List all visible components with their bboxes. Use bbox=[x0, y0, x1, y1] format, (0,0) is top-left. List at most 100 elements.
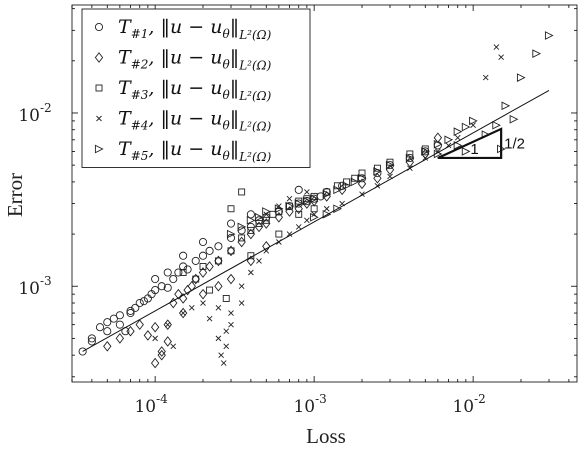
series-3-point bbox=[343, 178, 351, 186]
series-4-point bbox=[498, 54, 504, 60]
series-2-point bbox=[262, 218, 271, 229]
series-4-point bbox=[228, 321, 234, 328]
series-5-point bbox=[453, 127, 463, 136]
annotations: 1 1/2 bbox=[82, 89, 550, 352]
series-5-point bbox=[226, 229, 236, 239]
series-4-point bbox=[215, 335, 222, 342]
series-5-point bbox=[274, 204, 284, 214]
series-5-point bbox=[461, 147, 471, 156]
series-2-point bbox=[126, 325, 135, 337]
series-3-point bbox=[214, 257, 222, 265]
series-2-point bbox=[163, 319, 172, 330]
series-4-point bbox=[323, 205, 330, 212]
series-3-point bbox=[238, 234, 246, 242]
series-2-point bbox=[262, 240, 271, 252]
series-2-point bbox=[254, 221, 264, 233]
series-5-point bbox=[302, 196, 312, 206]
series-2-point bbox=[198, 288, 208, 300]
series-5-point bbox=[509, 114, 519, 124]
series-2-point bbox=[191, 273, 200, 285]
series-2-point bbox=[103, 340, 112, 352]
series-3-point bbox=[310, 192, 318, 200]
series-5-point bbox=[246, 216, 256, 225]
series-1-point bbox=[109, 314, 118, 323]
series-1-point bbox=[95, 323, 105, 332]
series-2-point bbox=[178, 307, 188, 319]
series-5-point bbox=[262, 207, 271, 216]
series-1-point bbox=[214, 242, 223, 251]
series-3-point bbox=[295, 210, 303, 218]
series-5-point bbox=[285, 201, 295, 211]
series-4-point bbox=[218, 352, 224, 358]
legend-marker-1 bbox=[94, 22, 104, 32]
series-1-point bbox=[246, 222, 255, 231]
series-2-point bbox=[157, 349, 166, 361]
legend-marker-5 bbox=[94, 144, 104, 154]
series-1-point bbox=[338, 181, 347, 190]
series-5-point bbox=[357, 173, 367, 183]
series-3-point bbox=[262, 216, 270, 224]
series-3-point bbox=[227, 205, 235, 213]
series-4-point bbox=[248, 269, 254, 276]
series-4-point bbox=[482, 74, 489, 81]
series-2-point bbox=[226, 273, 236, 285]
series-3-point bbox=[323, 188, 331, 196]
series-1-point bbox=[151, 275, 160, 284]
series-3-point bbox=[255, 220, 263, 228]
series-1-point bbox=[103, 327, 112, 336]
series-4-point bbox=[304, 189, 310, 195]
series-2-point bbox=[214, 255, 223, 267]
y-axis-label: Error bbox=[3, 173, 27, 217]
series-5-point bbox=[333, 185, 342, 195]
slope-rise-label: 1/2 bbox=[504, 135, 525, 152]
x-tick-label: 10-4 bbox=[134, 392, 168, 417]
series-5-point bbox=[294, 199, 304, 208]
series-5-point bbox=[544, 31, 554, 40]
series-4-point bbox=[493, 44, 500, 50]
x-tick-label: 10-3 bbox=[293, 392, 326, 417]
series-4-point bbox=[223, 328, 230, 335]
series-3-point bbox=[333, 182, 341, 190]
series-3-point bbox=[406, 150, 414, 158]
series-2-point bbox=[163, 336, 172, 347]
series-5-point bbox=[433, 139, 443, 149]
series-1-point bbox=[246, 210, 255, 219]
series-4-point bbox=[188, 305, 195, 311]
series-2-point bbox=[237, 236, 246, 248]
series-1-point bbox=[285, 202, 294, 211]
series-2-point bbox=[205, 261, 214, 272]
series-4-point bbox=[454, 134, 461, 141]
series-2-point bbox=[337, 184, 347, 196]
series-5-point bbox=[350, 177, 360, 187]
series-3-point bbox=[179, 269, 187, 276]
series-4-point bbox=[180, 310, 186, 316]
series-4-point bbox=[304, 217, 310, 224]
series-3-point bbox=[275, 208, 283, 215]
series-3-point bbox=[247, 226, 255, 234]
series-5-point bbox=[385, 160, 395, 170]
series-4-point bbox=[152, 335, 158, 342]
series-2-point bbox=[357, 178, 367, 190]
legend-marker-4 bbox=[96, 115, 102, 122]
series-2-point bbox=[214, 280, 223, 292]
series-3-point bbox=[192, 275, 200, 283]
series-5-point bbox=[254, 212, 264, 222]
series-1-point bbox=[226, 219, 236, 228]
series-2-point bbox=[174, 288, 183, 300]
series-5-point bbox=[532, 49, 542, 58]
series-1-point bbox=[157, 282, 166, 291]
series-1-point bbox=[294, 185, 303, 194]
series-5-point bbox=[516, 73, 526, 82]
series-5-point bbox=[469, 116, 478, 126]
series-3-point bbox=[199, 263, 207, 270]
series-4-point bbox=[286, 195, 293, 202]
series-4-point bbox=[223, 343, 230, 350]
slope-triangle bbox=[437, 127, 503, 160]
series-4-point bbox=[220, 360, 227, 366]
series-4-point bbox=[206, 315, 213, 322]
series-2-point bbox=[246, 228, 256, 240]
series-4-point bbox=[228, 310, 234, 316]
slope-run-label: 1 bbox=[470, 141, 478, 158]
series-3-point bbox=[303, 195, 311, 203]
